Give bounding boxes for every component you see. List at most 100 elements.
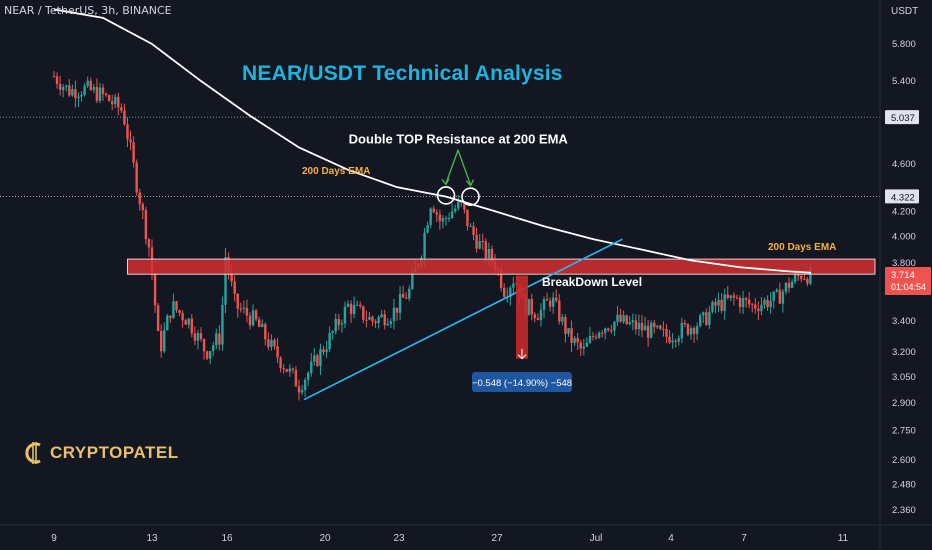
candle-body — [582, 346, 586, 349]
candle-body — [398, 293, 402, 313]
candle-body — [279, 357, 282, 368]
candle-body — [551, 297, 555, 307]
measure-arrow — [517, 348, 527, 360]
candle-body — [558, 300, 561, 322]
candle-body — [438, 214, 442, 222]
candle-body — [619, 314, 622, 322]
candle-body — [175, 301, 178, 311]
candle-body — [604, 328, 607, 333]
candle-body — [408, 288, 411, 299]
price-tick-label: 2.750 — [892, 426, 916, 437]
candle-body — [392, 307, 396, 322]
candle-body — [242, 307, 246, 309]
candle-body — [680, 322, 684, 339]
candle-body — [542, 299, 546, 310]
candle-body — [772, 291, 775, 301]
candle-body — [251, 310, 255, 326]
resistance-zone — [127, 258, 876, 275]
candle-body — [114, 96, 117, 105]
candle-body — [634, 320, 638, 330]
candle-body — [705, 312, 708, 325]
time-tick-label: 7 — [741, 533, 747, 544]
ema-label-right: 200 Days EMA — [768, 242, 836, 253]
price-tick-label: 3.200 — [892, 347, 916, 358]
candle-body — [502, 287, 506, 297]
current-price-label: 3.714 — [891, 270, 915, 281]
candle-body — [564, 317, 567, 334]
candle-body — [698, 315, 702, 327]
price-tick-label: 5.400 — [892, 76, 916, 87]
candle-body — [337, 319, 341, 325]
breakdown-label: BreakDown Level — [542, 275, 642, 289]
candle-body — [187, 318, 190, 325]
candle-body — [769, 300, 772, 308]
candle-body — [423, 232, 426, 258]
candle-body — [631, 320, 635, 323]
candle-body — [539, 309, 543, 321]
candle-body — [588, 335, 592, 343]
price-tick-label: 3.800 — [892, 258, 916, 269]
candle-body — [285, 369, 288, 372]
candle-body — [80, 94, 83, 97]
time-tick-label: 13 — [146, 533, 158, 544]
candle-body — [622, 315, 625, 322]
candle-body — [576, 338, 579, 343]
candle-body — [147, 239, 151, 248]
candle-body — [548, 300, 552, 307]
candle-body — [117, 96, 120, 108]
bitcoin-c-icon — [25, 442, 41, 464]
candle-body — [754, 304, 757, 309]
candle-body — [662, 328, 665, 330]
candle-body — [104, 93, 108, 96]
candle-body — [640, 322, 644, 331]
candle-body — [71, 89, 74, 96]
symbol-legend[interactable]: NEAR / TetherUS, 3h, BINANCE — [4, 4, 172, 17]
candle-body — [610, 330, 613, 332]
candle-body — [257, 319, 261, 327]
candle-body — [169, 315, 172, 318]
candle-body — [744, 298, 748, 300]
candle-body — [208, 351, 212, 359]
candle-body — [625, 315, 628, 324]
candle-body — [741, 298, 745, 308]
candle-body — [481, 241, 484, 243]
price-tick-label: 3.050 — [892, 372, 916, 383]
candle-body — [530, 298, 533, 315]
candle-body — [389, 321, 393, 324]
candle-body — [313, 355, 316, 362]
candle-body — [441, 218, 445, 222]
candle-body — [230, 272, 233, 282]
candle-body — [600, 332, 604, 334]
candle-body — [573, 338, 576, 343]
time-tick-label: Jul — [590, 533, 603, 544]
candle-body — [264, 324, 267, 340]
candle-body — [129, 139, 132, 143]
candle-body — [450, 211, 454, 219]
candle-body — [463, 202, 466, 210]
candle-body — [153, 274, 157, 306]
candle-body — [77, 96, 80, 99]
candle-body — [787, 282, 791, 288]
candle-body — [310, 361, 313, 373]
candle-body — [591, 335, 595, 337]
candle-body — [297, 386, 301, 393]
candle-body — [444, 218, 448, 220]
candle-body — [218, 333, 221, 345]
candle-body — [527, 298, 530, 316]
candle-body — [196, 333, 200, 341]
candle-body — [607, 328, 610, 331]
candle-body — [643, 325, 647, 331]
candle-body — [233, 281, 236, 294]
candle-body — [346, 303, 350, 307]
candle-body — [429, 208, 432, 225]
candle-body — [319, 349, 322, 366]
double-top-label: Double TOP Resistance at 200 EMA — [349, 131, 569, 146]
candle-body — [245, 307, 249, 316]
candle-body — [282, 367, 285, 370]
candle-body — [395, 307, 399, 313]
candle-body — [726, 294, 729, 298]
candle-body — [692, 328, 696, 334]
price-marker-label: 5.037 — [891, 113, 915, 124]
candle-body — [322, 349, 325, 353]
